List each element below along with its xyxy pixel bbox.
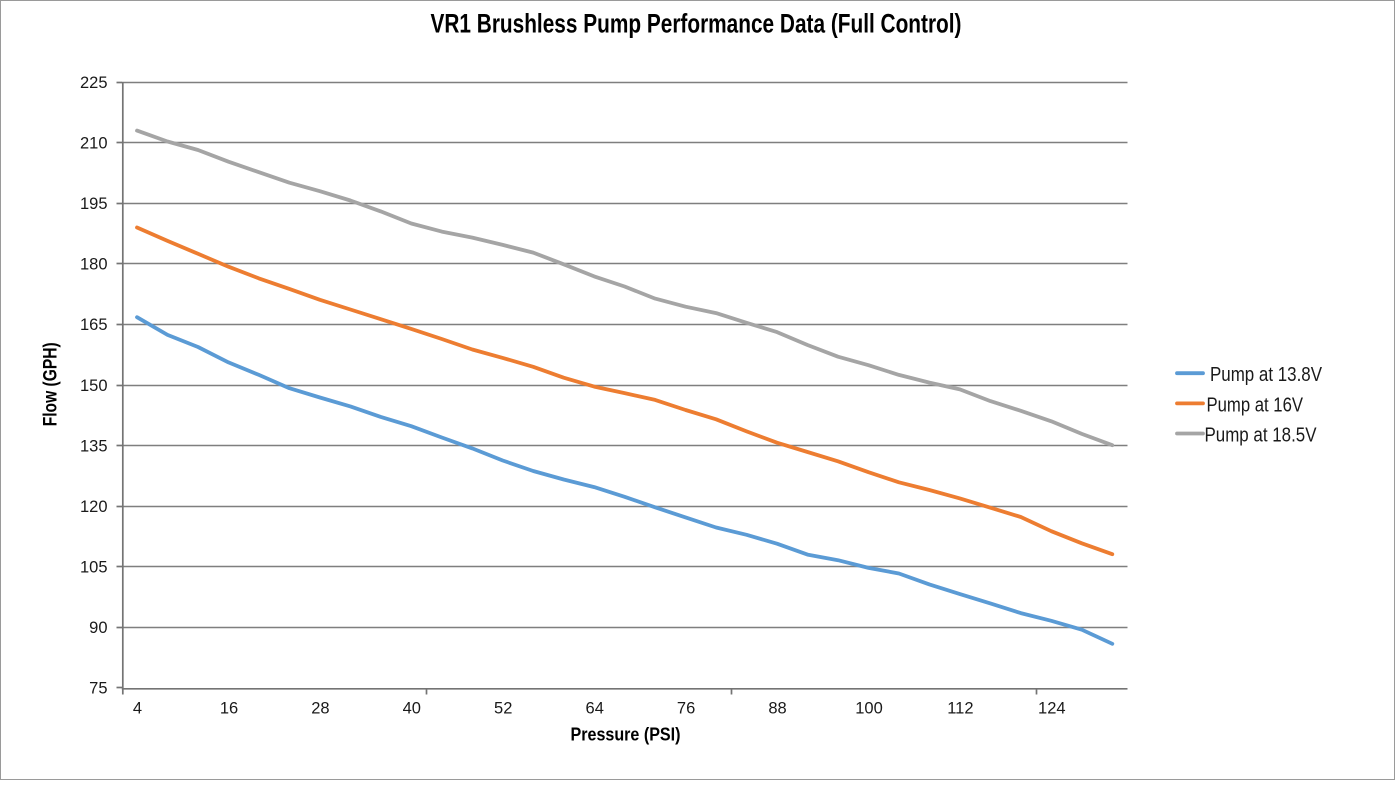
svg-text:75: 75	[89, 680, 107, 698]
svg-text:4: 4	[133, 700, 142, 718]
svg-text:16: 16	[220, 700, 238, 718]
svg-text:64: 64	[586, 700, 604, 718]
svg-text:28: 28	[311, 700, 329, 718]
svg-text:210: 210	[80, 135, 108, 153]
svg-text:135: 135	[80, 437, 108, 455]
svg-text:112: 112	[947, 700, 973, 718]
svg-text:124: 124	[1038, 700, 1066, 718]
svg-text:Flow (GPH): Flow (GPH)	[41, 342, 62, 426]
svg-text:105: 105	[80, 559, 108, 577]
svg-text:52: 52	[494, 700, 512, 718]
svg-text:VR1 Brushless Pump Performance: VR1 Brushless Pump Performance Data (Ful…	[431, 9, 962, 39]
svg-text:Pressure (PSI): Pressure (PSI)	[571, 724, 681, 744]
svg-text:180: 180	[80, 256, 108, 274]
svg-text:195: 195	[80, 195, 108, 213]
svg-text:76: 76	[677, 700, 695, 718]
svg-text:150: 150	[80, 377, 108, 395]
svg-text:90: 90	[89, 619, 107, 637]
svg-text:225: 225	[80, 74, 108, 92]
svg-text:120: 120	[80, 498, 108, 516]
svg-text:Pump at 16V: Pump at 16V	[1207, 394, 1304, 416]
svg-text:88: 88	[768, 700, 786, 718]
svg-text:100: 100	[855, 700, 883, 718]
svg-text:40: 40	[403, 700, 421, 718]
svg-text:Pump at 18.5V: Pump at 18.5V	[1205, 424, 1318, 446]
svg-text:Pump at 13.8V: Pump at 13.8V	[1210, 364, 1323, 386]
svg-text:165: 165	[80, 316, 108, 334]
